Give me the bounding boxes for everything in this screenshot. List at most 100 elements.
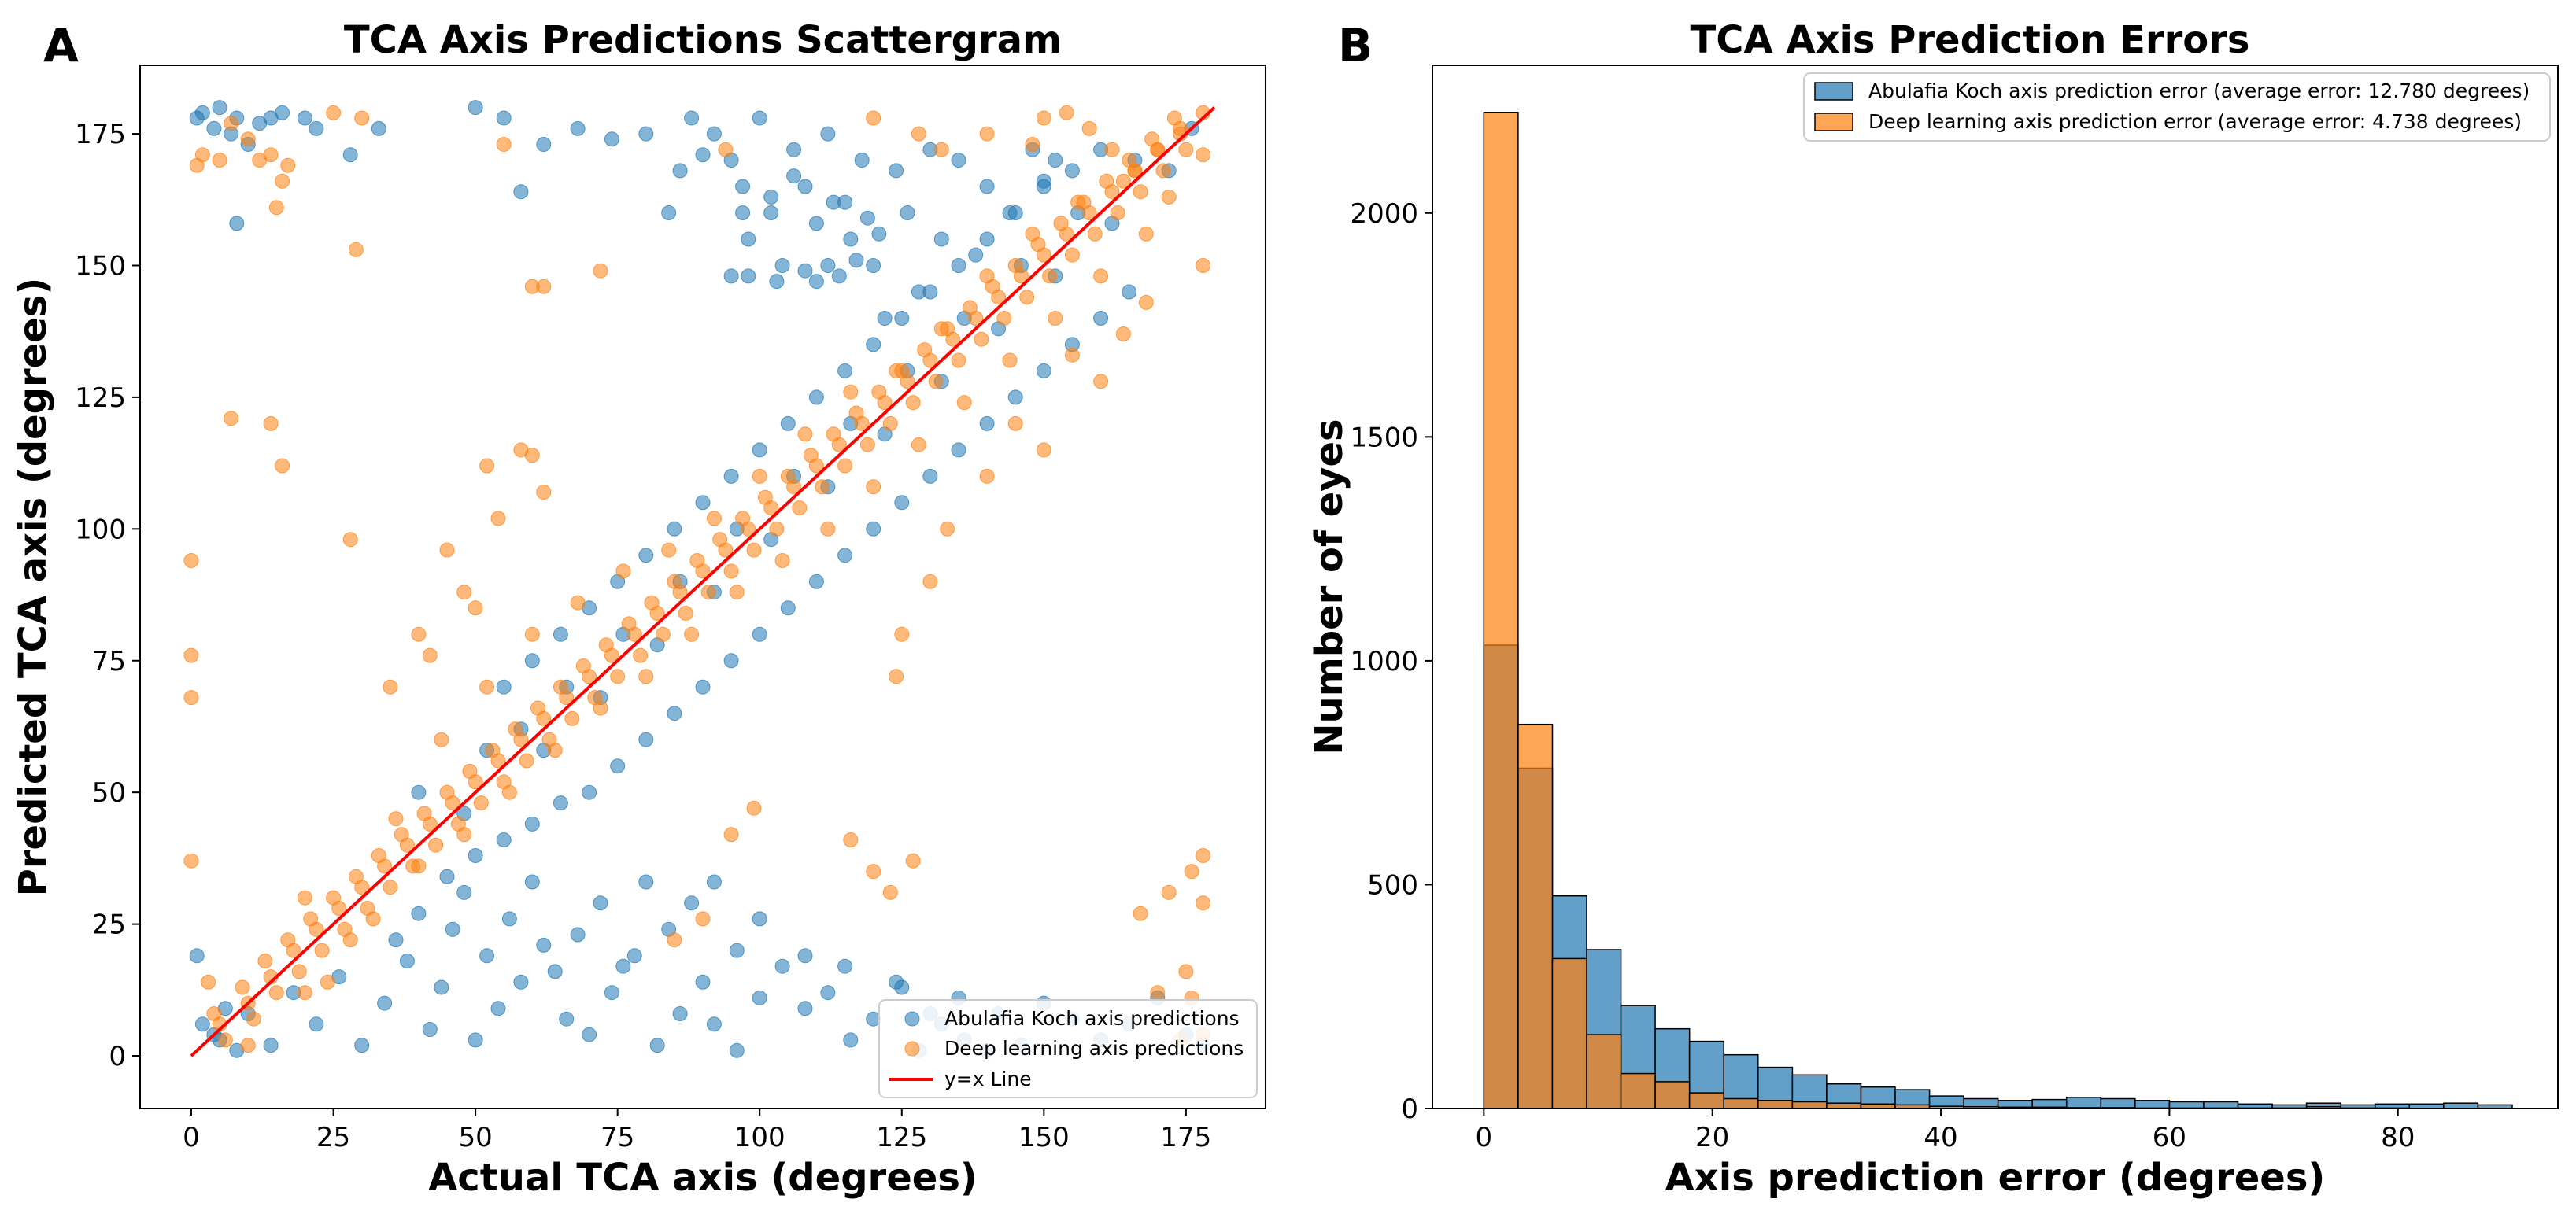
scatter-point-abulafia — [729, 1042, 745, 1058]
scatter-point-abulafia — [922, 468, 938, 484]
scatter-point-deep-learning — [928, 374, 944, 389]
scatter-x-ticks: 0 25 50 75 100 125 150 175 — [183, 1109, 1211, 1153]
scatter-point-deep-learning — [383, 880, 398, 895]
scatter-point-deep-learning — [1196, 147, 1211, 163]
histogram-x-axis-label: Axis prediction error (degrees) — [1665, 1156, 2326, 1200]
scatter-point-deep-learning — [524, 448, 540, 463]
scatter-point-abulafia — [752, 990, 767, 1005]
scatter-point-deep-learning — [201, 974, 216, 990]
scatter-point-abulafia — [309, 1016, 324, 1032]
scatter-x-tick-label: 25 — [316, 1122, 350, 1153]
scatter-point-abulafia — [820, 258, 836, 273]
scatter-point-deep-learning — [297, 985, 312, 1001]
scatter-point-abulafia — [570, 927, 586, 943]
scatter-point-abulafia — [593, 895, 608, 911]
scatter-point-abulafia — [263, 1038, 279, 1053]
scatter-point-deep-learning — [655, 626, 671, 642]
scatter-point-deep-learning — [1036, 110, 1051, 126]
scatter-point-abulafia — [866, 258, 881, 273]
scatter-point-deep-learning — [468, 600, 483, 616]
scatter-point-deep-learning — [348, 869, 364, 884]
scatter-point-deep-learning — [905, 395, 921, 411]
scatter-y-axis-label: Predicted TCA axis (degrees) — [11, 278, 55, 897]
scatter-point-abulafia — [979, 231, 995, 247]
scatter-legend-label-abulafia: Abulafia Koch axis predictions — [944, 1007, 1240, 1030]
scatter-point-abulafia — [377, 995, 393, 1011]
scatter-point-abulafia — [979, 179, 995, 194]
scatter-point-abulafia — [866, 337, 881, 352]
scatter-point-deep-learning — [593, 700, 608, 716]
scatter-point-abulafia — [524, 816, 540, 832]
scatter-point-deep-learning — [496, 137, 512, 152]
scatter-point-deep-learning — [871, 384, 887, 400]
scatter-point-abulafia — [780, 415, 796, 431]
panel-a: A TCA Axis Predictions Scattergram 0 25 50… — [11, 18, 1266, 1200]
scatter-point-deep-learning — [1087, 226, 1103, 242]
scatter-point-deep-learning — [843, 384, 859, 400]
scatter-point-abulafia — [741, 231, 756, 247]
scatter-point-deep-learning — [342, 932, 358, 948]
scatter-point-abulafia — [826, 194, 841, 210]
scatter-point-deep-learning — [1025, 226, 1040, 242]
scatter-point-abulafia — [763, 205, 779, 220]
scatter-point-abulafia — [496, 679, 512, 695]
scatter-point-deep-learning — [859, 437, 875, 452]
scatter-x-axis-label: Actual TCA axis (degrees) — [428, 1156, 978, 1200]
scatter-point-deep-learning — [1093, 268, 1109, 284]
scatter-point-deep-learning — [1064, 347, 1080, 363]
scatter-point-deep-learning — [894, 626, 910, 642]
scatter-point-deep-learning — [826, 426, 841, 442]
scatter-point-deep-learning — [1166, 110, 1182, 126]
scatter-point-deep-learning — [326, 890, 342, 906]
scatter-point-deep-learning — [1110, 205, 1125, 220]
scatter-point-deep-learning — [593, 263, 608, 279]
scatter-point-abulafia — [479, 948, 495, 964]
scatter-y-tick-label: 0 — [109, 1041, 126, 1072]
scatter-point-deep-learning — [519, 753, 534, 769]
scatter-point-deep-learning — [547, 743, 563, 758]
scatter-point-deep-learning — [456, 827, 472, 843]
scatter-point-abulafia — [411, 784, 427, 800]
scatter-point-deep-learning — [275, 173, 290, 189]
scatter-point-abulafia — [263, 110, 279, 126]
histogram-axes-frame — [1432, 65, 2559, 1109]
scatter-plot-area — [183, 100, 1216, 1058]
scatter-point-deep-learning — [297, 890, 312, 906]
scatter-point-abulafia — [723, 468, 739, 484]
scatter-point-abulafia — [780, 600, 796, 616]
histogram-bar-abulafia — [2134, 1100, 2171, 1109]
scatter-point-deep-learning — [1007, 415, 1023, 431]
scatter-point-deep-learning — [1081, 120, 1097, 136]
scatter-point-abulafia — [553, 626, 568, 642]
scatter-point-abulafia — [536, 937, 552, 953]
scatter-point-abulafia — [968, 247, 984, 263]
histogram-bar-deep-learning — [1826, 1102, 1862, 1109]
scatter-point-abulafia — [354, 1038, 370, 1053]
scatter-point-deep-learning — [240, 1038, 256, 1053]
scatter-point-abulafia — [684, 895, 700, 911]
scatter-point-deep-learning — [979, 468, 995, 484]
scatter-x-tick-label: 125 — [876, 1122, 927, 1153]
scatter-point-abulafia — [661, 205, 677, 220]
histogram-legend-label-abulafia: Abulafia Koch axis prediction error (ave… — [1868, 79, 2530, 102]
scatter-point-deep-learning — [479, 458, 495, 474]
scatter-point-deep-learning — [1138, 226, 1154, 242]
scatter-point-abulafia — [786, 168, 802, 184]
scatter-point-deep-learning — [1104, 142, 1120, 157]
scatter-point-deep-learning — [1070, 194, 1086, 210]
scatter-point-deep-learning — [564, 710, 580, 726]
scatter-point-deep-learning — [922, 574, 938, 589]
scatter-point-abulafia — [1036, 363, 1051, 378]
scatter-point-abulafia — [468, 848, 483, 863]
scatter-x-tick-label: 150 — [1018, 1122, 1070, 1153]
scatter-point-abulafia — [877, 311, 893, 326]
scatter-point-deep-learning — [206, 1006, 222, 1021]
scatter-point-abulafia — [456, 884, 472, 900]
histogram-x-tick-label: 80 — [2381, 1122, 2415, 1153]
scatter-legend-label-deep-learning: Deep learning axis predictions — [944, 1037, 1244, 1060]
scatter-point-deep-learning — [974, 331, 989, 347]
scatter-point-deep-learning — [661, 542, 677, 558]
scatter-point-abulafia — [570, 120, 586, 136]
scatter-point-deep-learning — [933, 142, 949, 157]
